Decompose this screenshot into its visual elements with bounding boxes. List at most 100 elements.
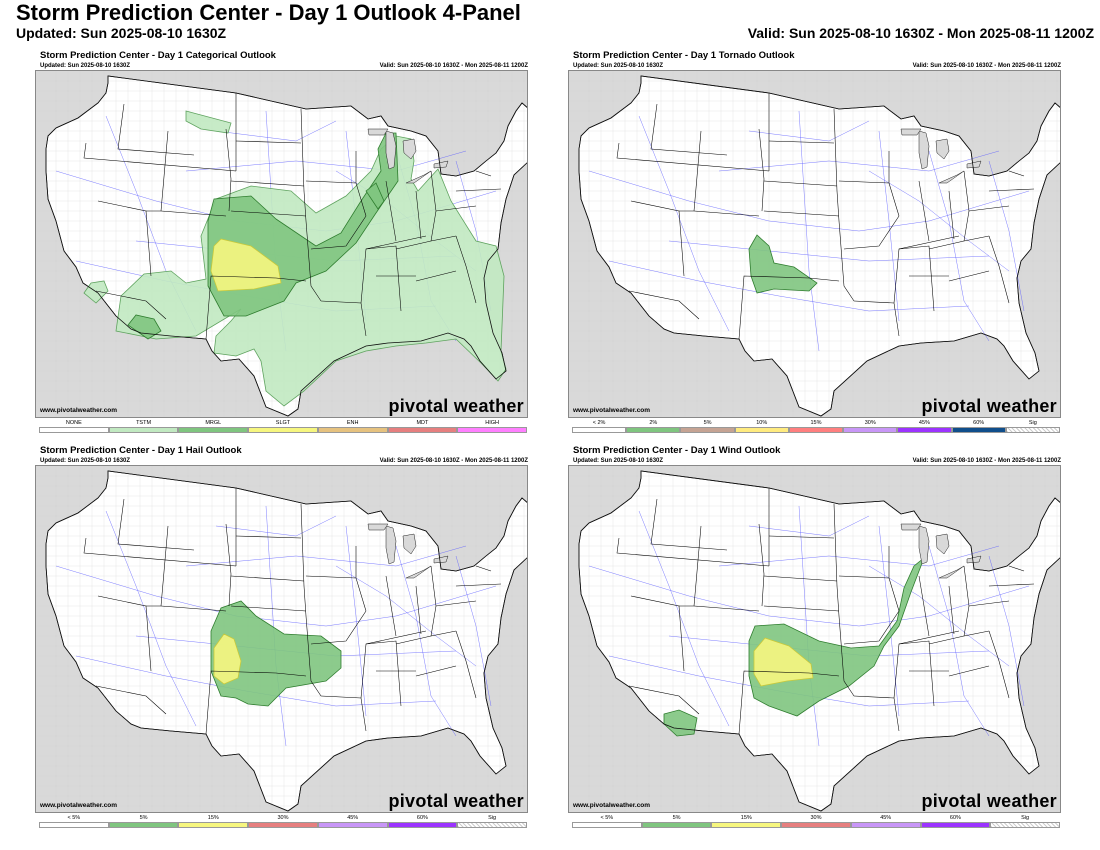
credit-text[interactable]: www.pivotalweather.com [573, 407, 651, 414]
legend-swatch [734, 427, 789, 433]
legend-swatch [572, 822, 642, 828]
legend-label: MRGL [205, 420, 222, 426]
outlook-map: www.pivotalweather.com pivotal weather [35, 70, 528, 418]
legend-swatch [711, 822, 782, 828]
risk-areas [748, 234, 818, 294]
panel-title: Storm Prediction Center - Day 1 Wind Out… [573, 445, 781, 456]
panel-hail: Storm Prediction Center - Day 1 Hail Out… [35, 445, 528, 830]
brand-logo: pivotal weather [388, 396, 524, 416]
legend-swatch [572, 427, 627, 433]
legend-swatch [178, 427, 249, 433]
page-valid: Valid: Sun 2025-08-10 1630Z - Mon 2025-0… [747, 25, 1094, 41]
legend-swatch [920, 822, 991, 828]
legend-swatch [457, 427, 527, 433]
us-outline [578, 470, 1060, 812]
legend-label: < 2% [592, 420, 606, 426]
legend-swatch [850, 822, 921, 828]
legend: < 2% 2% 5% 10% 15% 30% 45% 60% [572, 420, 1060, 435]
legend-swatch [641, 822, 712, 828]
legend-swatch [178, 822, 249, 828]
legend-swatch [108, 427, 179, 433]
legend-label: 5% [672, 815, 681, 821]
panel-title: Storm Prediction Center - Day 1 Tornado … [573, 50, 795, 61]
legend-swatch [843, 427, 898, 433]
page-updated: Updated: Sun 2025-08-10 1630Z [16, 25, 227, 41]
brand-logo: pivotal weather [388, 791, 524, 811]
legend-item: 30% [843, 420, 898, 435]
legend-label: 30% [277, 815, 289, 821]
legend-label: 30% [864, 420, 876, 426]
panel-wind: Storm Prediction Center - Day 1 Wind Out… [568, 445, 1061, 830]
legend-item: SLGT [248, 420, 318, 435]
legend-label: 15% [207, 815, 219, 821]
legend-swatch [680, 427, 735, 433]
legend-item: Sig [1005, 420, 1060, 435]
legend-item: 5% [108, 815, 179, 830]
legend-label: MDT [416, 420, 429, 426]
great-lakes [900, 128, 982, 184]
legend-item: 15% [711, 815, 782, 830]
legend-label: Sig [1021, 815, 1030, 821]
great-lakes [900, 523, 982, 579]
legend-swatch [990, 822, 1060, 828]
legend-label: ENH [346, 420, 359, 426]
legend-label: < 5% [67, 815, 81, 821]
legend-swatch [626, 427, 681, 433]
legend-label: 15% [740, 815, 752, 821]
legend-item: 5% [680, 420, 735, 435]
outlook-map: www.pivotalweather.com pivotal weather [35, 465, 528, 813]
legend-swatch [457, 822, 527, 828]
legend-swatch [248, 427, 318, 433]
legend-item: 5% [641, 815, 712, 830]
panel-categorical: Storm Prediction Center - Day 1 Categori… [35, 50, 528, 435]
legend-swatch [951, 427, 1006, 433]
risk-area-slgt [753, 637, 814, 687]
legend: < 5% 5% 15% 30% 45% 60% Sig [39, 815, 527, 830]
legend-item: Sig [457, 815, 527, 830]
legend-item: 60% [951, 420, 1006, 435]
legend-item: Sig [990, 815, 1060, 830]
legend-label: HIGH [485, 420, 499, 426]
credit-text[interactable]: www.pivotalweather.com [40, 802, 118, 809]
legend-label: 2% [649, 420, 658, 426]
county-grid [569, 466, 1060, 812]
legend-swatch [1005, 427, 1060, 433]
legend: < 5% 5% 15% 30% 45% 60% Sig [572, 815, 1060, 830]
legend-item: 15% [788, 420, 844, 435]
brand-logo: pivotal weather [921, 791, 1057, 811]
legend-label: 45% [880, 815, 892, 821]
risk-area-tstm [185, 110, 232, 134]
legend-swatch [387, 822, 458, 828]
legend-label: 60% [949, 815, 961, 821]
panel-valid: Valid: Sun 2025-08-10 1630Z - Mon 2025-0… [912, 458, 1061, 464]
legend-swatch [39, 427, 109, 433]
panel-valid: Valid: Sun 2025-08-10 1630Z - Mon 2025-0… [379, 458, 528, 464]
panel-updated: Updated: Sun 2025-08-10 1630Z [40, 63, 131, 69]
panel-updated: Updated: Sun 2025-08-10 1630Z [573, 458, 664, 464]
panel-updated: Updated: Sun 2025-08-10 1630Z [40, 458, 131, 464]
legend-label: NONE [65, 420, 82, 426]
legend-item: HIGH [457, 420, 527, 435]
great-lakes [367, 128, 449, 184]
legend-swatch [317, 822, 388, 828]
legend-swatch [387, 427, 458, 433]
us-outline [45, 75, 527, 417]
legend-label: TSTM [136, 420, 152, 426]
legend-item: 60% [920, 815, 991, 830]
legend-item: 30% [781, 815, 851, 830]
legend-item: < 5% [39, 815, 109, 830]
legend-swatch [781, 822, 851, 828]
legend-item: 2% [626, 420, 681, 435]
outlook-map: www.pivotalweather.com pivotal weather [568, 70, 1061, 418]
risk-areas [83, 110, 507, 407]
legend-label: 60% [973, 420, 985, 426]
legend-label: Sig [1028, 420, 1037, 426]
credit-text[interactable]: www.pivotalweather.com [573, 802, 651, 809]
legend-swatch [317, 427, 388, 433]
legend-label: 10% [756, 420, 768, 426]
credit-text[interactable]: www.pivotalweather.com [40, 407, 118, 414]
state-borders [616, 93, 1035, 340]
legend-swatch [248, 822, 318, 828]
great-lakes [367, 523, 449, 579]
legend-item: 45% [850, 815, 921, 830]
